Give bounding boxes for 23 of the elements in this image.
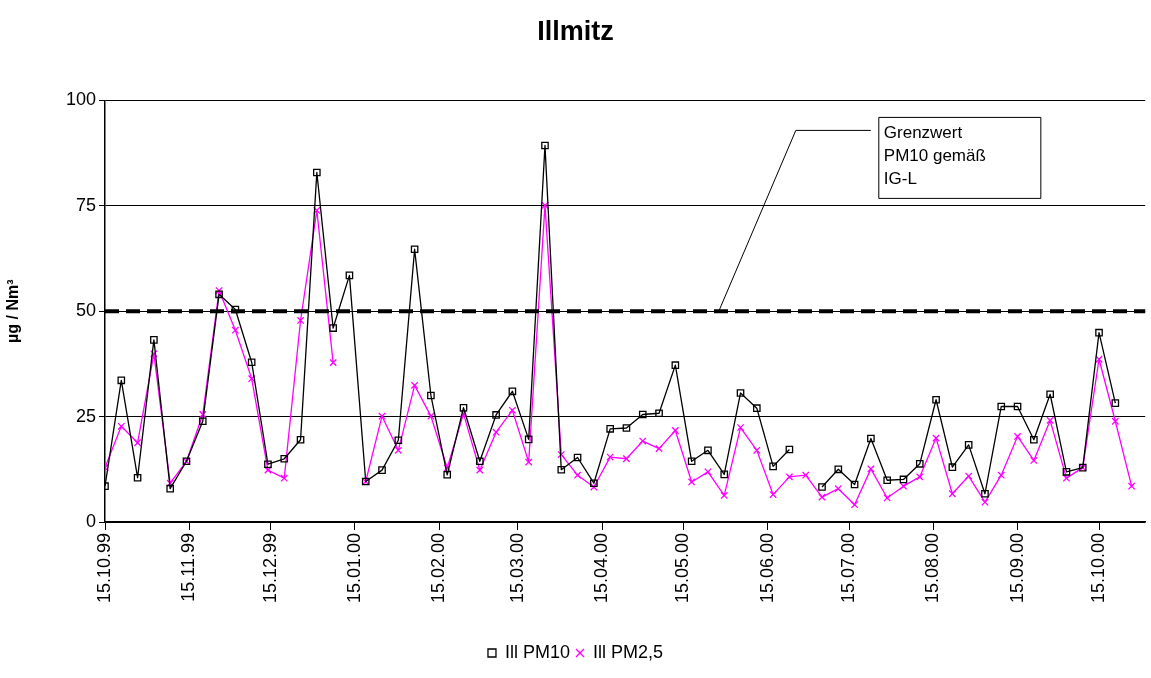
y-axis-title: µg / Nm³ — [4, 279, 22, 343]
x-tick-label: 15.10.00 — [1088, 533, 1108, 604]
x-tick-label: 15.01.00 — [343, 533, 364, 604]
y-tick-label: 50 — [75, 300, 96, 321]
x-tick-label: 15.10.99 — [93, 533, 114, 604]
x-tick-label: 15.02.00 — [428, 533, 449, 604]
annotation: Grenzwert PM10 gemäß IG-L — [883, 122, 986, 188]
x-tick-label: 15.08.00 — [922, 533, 943, 604]
legend-label: Ill PM10 — [504, 641, 571, 662]
chart-title: Illmitz — [537, 15, 614, 46]
y-tick-label: 0 — [85, 510, 96, 531]
x-tick-label: 15.11.99 — [178, 533, 199, 602]
x-tick-label: 15.09.00 — [1006, 533, 1027, 604]
x-tick-label: 15.12.99 — [259, 533, 280, 604]
y-tick-label: 75 — [75, 194, 96, 215]
legend-label: Ill PM2,5 — [593, 641, 664, 662]
x-tick-label: 15.04.00 — [590, 533, 611, 604]
y-tick-label: 100 — [65, 89, 96, 110]
y-tick-label: 25 — [75, 405, 96, 426]
x-tick-label: 15.03.00 — [506, 533, 527, 604]
x-tick-label: 15.05.00 — [672, 533, 693, 604]
x-tick-label: 15.06.00 — [756, 533, 777, 604]
x-tick-label: 15.07.00 — [838, 533, 859, 604]
